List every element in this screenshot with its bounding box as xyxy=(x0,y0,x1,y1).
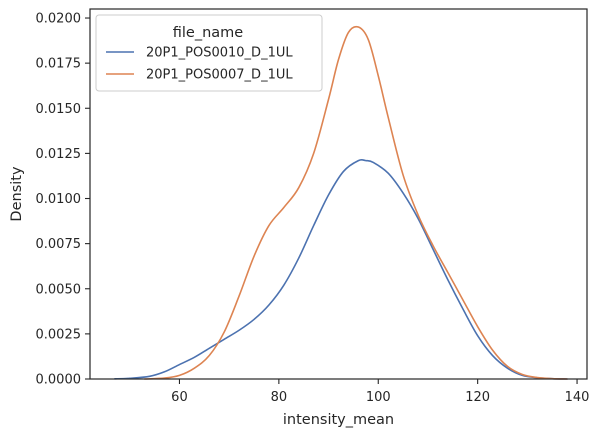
y-tick-label: 0.0050 xyxy=(36,282,82,297)
legend-title: file_name xyxy=(173,25,244,41)
plot-frame xyxy=(89,8,588,380)
legend-label: 20P1_POS0010_D_1UL xyxy=(146,46,293,61)
series-line-2 xyxy=(143,25,568,380)
x-tick-label: 120 xyxy=(465,390,490,405)
y-tick-label: 0.0175 xyxy=(36,57,82,72)
series-line-1 xyxy=(114,158,568,380)
plot-lines xyxy=(114,25,568,380)
y-axis-title: Density xyxy=(9,166,25,222)
x-axis-ticks: 60 80 100 120 140 xyxy=(171,379,589,405)
x-tick-label: 100 xyxy=(366,390,391,405)
y-axis-ticks: 0.0000 0.0025 0.0050 0.0075 0.0100 0.0125 0.01… xyxy=(36,12,90,388)
y-tick-label: 0.0075 xyxy=(36,237,82,252)
x-tick-label: 80 xyxy=(271,390,288,405)
y-tick-label: 0.0025 xyxy=(36,327,82,342)
x-tick-label: 60 xyxy=(171,390,188,405)
y-tick-label: 0.0200 xyxy=(36,12,82,27)
y-tick-label: 0.0125 xyxy=(36,147,82,162)
y-tick-label: 0.0100 xyxy=(36,192,82,207)
legend-entries: 20P1_POS0010_D_1UL 20P1_POS0007_D_1UL xyxy=(106,46,293,83)
x-axis-title: intensity_mean xyxy=(283,412,394,428)
y-tick-label: 0.0150 xyxy=(36,102,82,117)
x-tick-label: 140 xyxy=(565,390,590,405)
legend-box xyxy=(95,14,323,92)
legend-label: 20P1_POS0007_D_1UL xyxy=(146,68,293,83)
legend: file_name 20P1_POS0010_D_1UL 20P1_POS0007… xyxy=(95,14,323,92)
y-tick-label: 0.0000 xyxy=(36,373,82,388)
